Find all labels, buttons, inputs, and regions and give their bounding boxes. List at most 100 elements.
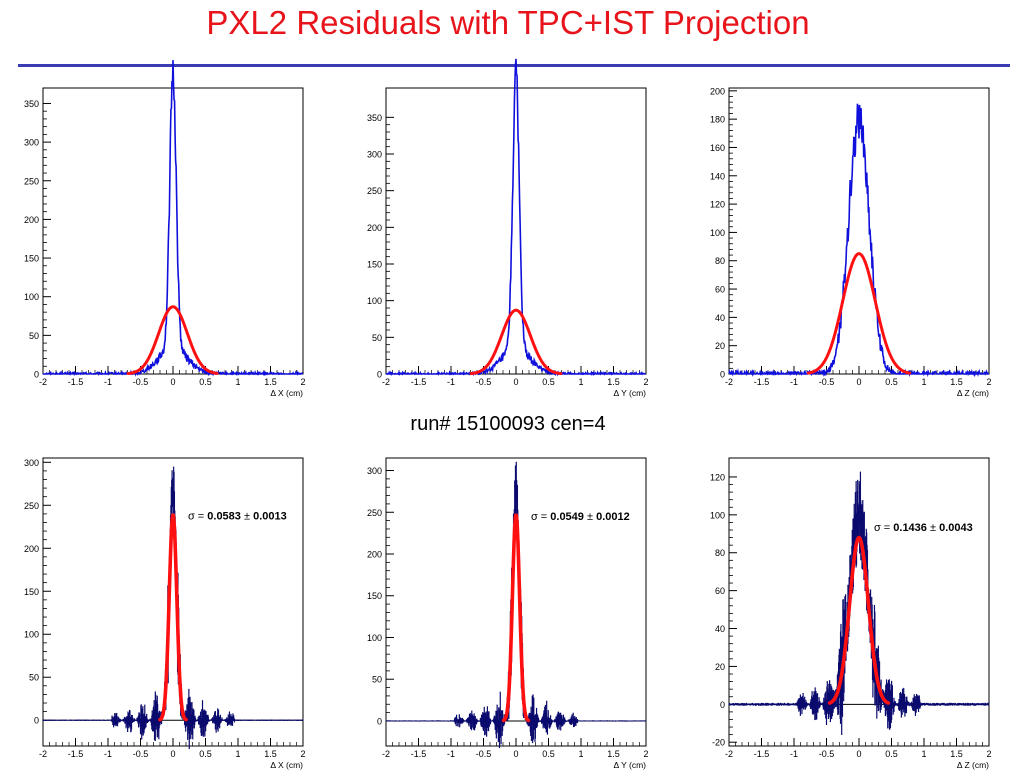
plot-frame (42, 87, 304, 375)
y-tick-label: 120 (710, 200, 725, 210)
y-tick-label: 200 (710, 86, 725, 96)
x-tick-label: -0.5 (133, 377, 149, 387)
histogram-dx-top: 0 50 100 150 200 250 300 350 -2 -1.5 -1 -0.5 0 0.5 1 1.… (24, 60, 306, 398)
x-tick-label: 1 (235, 749, 240, 759)
x-tick-label: 0 (856, 749, 861, 759)
sigma-error: 0.0013 (253, 511, 287, 523)
y-tick-label: 100 (24, 292, 39, 302)
y-tick-label: 100 (710, 510, 725, 520)
x-tick-label: -1 (104, 749, 112, 759)
series-line-measured (728, 103, 990, 378)
series-line-fit (158, 513, 188, 722)
x-tick-label: 1.5 (264, 749, 277, 759)
x-tick-label: -1 (104, 377, 112, 387)
x-tick-label: -0.5 (819, 749, 835, 759)
y-tick-label: 0 (720, 700, 725, 710)
x-tick-label: -0.5 (819, 377, 835, 387)
y-tick-label: 40 (715, 313, 725, 323)
x-tick-label: -1.5 (411, 377, 427, 387)
histogram-dy-bottom: 0 50 100 150 200 250 300 -2 -1.5 -1 -0.5 0 0.5 1 1.5 2Δ… (367, 457, 649, 770)
x-axis-label: Δ X (cm) (270, 760, 303, 770)
x-tick-label: 0.5 (199, 377, 212, 387)
y-tick-label: 120 (710, 472, 725, 482)
y-tick-label: 0 (377, 716, 382, 726)
x-tick-label: 1 (921, 749, 926, 759)
y-tick-label: 50 (29, 673, 39, 683)
y-tick-label: 60 (715, 586, 725, 596)
x-tick-label: -1 (790, 749, 798, 759)
x-tick-label: -2 (39, 749, 47, 759)
plot-frame (385, 87, 647, 375)
sigma-prefix: σ = (874, 522, 893, 534)
title-divider (18, 64, 1010, 67)
sigma-pm: ± (241, 511, 253, 523)
x-tick-label: 0.5 (885, 749, 898, 759)
x-axis-label: Δ Z (cm) (957, 388, 989, 398)
x-tick-label: 0 (170, 377, 175, 387)
x-tick-label: 0 (513, 377, 518, 387)
sigma-error: 0.0012 (596, 511, 630, 523)
x-tick-label: -2 (382, 749, 390, 759)
x-axis-label: Δ Y (cm) (614, 760, 647, 770)
y-tick-label: 200 (24, 544, 39, 554)
x-tick-label: -1.5 (754, 377, 770, 387)
x-tick-label: 0.5 (542, 377, 555, 387)
y-tick-label: 250 (24, 176, 39, 186)
y-tick-label: 250 (24, 501, 39, 511)
x-tick-label: -1.5 (68, 749, 84, 759)
sigma-prefix: σ = (531, 511, 550, 523)
x-tick-label: 0.5 (542, 749, 555, 759)
x-tick-label: 2 (986, 377, 991, 387)
y-tick-label: 100 (24, 630, 39, 640)
x-tick-label: -1 (790, 377, 798, 387)
y-tick-label: 0 (34, 716, 39, 726)
x-tick-label: -1 (447, 377, 455, 387)
x-tick-label: -2 (725, 749, 733, 759)
y-tick-label: 50 (29, 331, 39, 341)
series-line-fit (126, 305, 220, 376)
sigma-value: 0.0583 (207, 511, 241, 523)
y-tick-label: 160 (710, 143, 725, 153)
y-tick-label: 20 (715, 662, 725, 672)
y-tick-label: 100 (710, 228, 725, 238)
x-tick-label: 1 (921, 377, 926, 387)
x-tick-label: 2 (986, 749, 991, 759)
y-tick-label: 80 (715, 548, 725, 558)
y-tick-label: 100 (367, 633, 382, 643)
x-tick-label: 2 (643, 377, 648, 387)
y-tick-label: 200 (367, 550, 382, 560)
x-tick-label: -2 (382, 377, 390, 387)
series-line-measured (385, 58, 646, 377)
x-axis-label: Δ Z (cm) (957, 760, 989, 770)
x-tick-label: -0.5 (476, 749, 492, 759)
x-tick-label: 0.5 (885, 377, 898, 387)
sigma-prefix: σ = (188, 511, 207, 523)
y-tick-label: 300 (367, 466, 382, 476)
sigma-annotation: σ = 0.0583 ± 0.0013 (188, 511, 287, 523)
y-tick-label: 80 (715, 256, 725, 266)
x-tick-label: -1.5 (68, 377, 84, 387)
x-tick-label: 1.5 (607, 749, 620, 759)
y-tick-label: 140 (710, 171, 725, 181)
histogram-dx-bottom: 0 50 100 150 200 250 300 -2 -1.5 -1 -0.5 0 0.5 1 1.5 2Δ… (24, 457, 306, 770)
y-tick-label: 150 (367, 591, 382, 601)
x-tick-label: 1.5 (950, 749, 963, 759)
x-tick-label: 1.5 (264, 377, 277, 387)
y-tick-label: 350 (24, 99, 39, 109)
x-tick-label: -2 (39, 377, 47, 387)
sigma-error: 0.0043 (939, 522, 973, 534)
y-tick-label: 350 (367, 113, 382, 123)
histogram-dy-top: 0 50 100 150 200 250 300 350 -2 -1.5 -1 -0.5 0 0.5 1 1.… (367, 58, 649, 398)
x-tick-label: -1 (447, 749, 455, 759)
y-tick-label: 50 (372, 333, 382, 343)
x-tick-label: -1.5 (411, 749, 427, 759)
x-tick-label: -2 (725, 377, 733, 387)
x-tick-label: 2 (300, 377, 305, 387)
series-line-fit (501, 513, 531, 723)
x-tick-label: 2 (643, 749, 648, 759)
x-tick-label: 1.5 (607, 377, 620, 387)
series-line-fit (469, 308, 563, 376)
y-tick-label: -20 (712, 738, 725, 748)
y-tick-label: 250 (367, 508, 382, 518)
